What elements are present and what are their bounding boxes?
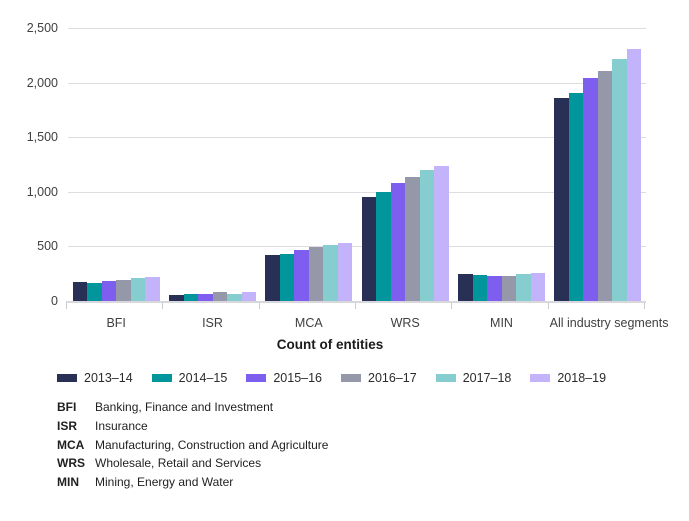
- legend-swatch-icon: [435, 374, 456, 382]
- legend-swatch-icon: [151, 374, 172, 382]
- bar-WRS-2015–16: [390, 182, 406, 301]
- x-category-label-WRS: WRS: [390, 316, 420, 330]
- bar-MCA-2014–15: [279, 253, 295, 301]
- legend-item-2016–17: 2016–17: [341, 371, 417, 385]
- x-axis-tick: [644, 303, 645, 309]
- bar-MIN-2013–14: [458, 274, 473, 301]
- bar-ISR-2017–18: [227, 293, 242, 301]
- bar-MIN-2014–15: [472, 274, 487, 301]
- legend-swatch-icon: [57, 374, 77, 382]
- bar-MIN-2017–18: [516, 274, 531, 301]
- legend-label: 2013–14: [84, 371, 133, 385]
- bar-ISR-2016–17: [212, 291, 227, 301]
- bar-MCA-2013–14: [265, 254, 280, 301]
- x-category-label-All-industry-segments: All industry segments: [549, 316, 669, 330]
- legend-item-2013–14: 2013–14: [57, 371, 133, 385]
- bar-WRS-2013–14: [361, 197, 377, 301]
- footnote-row-MIN: MIN Mining, Energy and Water: [57, 473, 328, 492]
- bar-ISR-2014–15: [183, 293, 198, 301]
- gridline-2,000: [68, 83, 646, 84]
- x-axis-tick: [548, 303, 549, 309]
- bar-WRS-2016–17: [405, 177, 420, 301]
- gridline-2,500: [68, 28, 646, 29]
- x-axis-tick: [451, 303, 452, 309]
- legend-item-2018–19: 2018–19: [530, 371, 606, 385]
- bar-BFI-2016–17: [116, 279, 131, 301]
- bar-WRS-2017–18: [419, 169, 435, 301]
- bar-MIN-2015–16: [487, 275, 502, 301]
- bar-MCA-2018–19: [337, 243, 353, 301]
- footnote-definition: Insurance: [95, 418, 148, 433]
- legend-label: 2017–18: [462, 371, 512, 385]
- x-category-label-ISR: ISR: [202, 316, 223, 330]
- footnote-row-ISR: ISR Insurance: [57, 417, 328, 436]
- y-axis-tick-label: 1,500: [26, 130, 58, 144]
- bar-MCA-2015–16: [294, 249, 309, 301]
- footnote-abbr: MIN: [57, 475, 79, 490]
- gridline-1,000: [68, 192, 646, 193]
- bar-MIN-2016–17: [501, 276, 516, 301]
- y-axis-tick-label: 500: [37, 239, 58, 253]
- bar-All-industry-segments-2014–15: [568, 93, 584, 301]
- bar-BFI-2017–18: [130, 277, 146, 301]
- x-category-label-MIN: MIN: [490, 316, 513, 330]
- bar-All-industry-segments-2015–16: [583, 77, 598, 301]
- bar-All-industry-segments-2013–14: [554, 97, 569, 301]
- bar-WRS-2018–19: [434, 165, 449, 301]
- legend-swatch-icon: [246, 374, 267, 382]
- gridline-1,500: [68, 137, 646, 138]
- bar-BFI-2014–15: [87, 282, 102, 301]
- bar-All-industry-segments-2017–18: [612, 59, 627, 301]
- x-axis-title: Count of entities: [276, 337, 384, 352]
- y-axis-tick-label: 1,000: [26, 185, 58, 199]
- footnote-abbr: ISR: [57, 418, 78, 433]
- y-axis-tick-label: 2,000: [26, 76, 58, 90]
- footnote-definition: Manufacturing, Construction and Agricult…: [95, 437, 329, 452]
- footnote-abbr: WRS: [57, 456, 85, 471]
- x-axis-tick: [259, 303, 260, 309]
- bar-ISR-2015–16: [198, 293, 213, 301]
- x-category-label-MCA: MCA: [294, 316, 323, 330]
- legend-item-2014–15: 2014–15: [151, 371, 228, 385]
- legend-label: 2014–15: [178, 371, 228, 385]
- bar-All-industry-segments-2018–19: [626, 48, 642, 301]
- abbreviation-footnotes: BFI Banking, Finance and Investment ISR Ins…: [57, 398, 328, 492]
- x-axis-tick: [162, 303, 163, 309]
- legend-label: 2018–19: [557, 371, 607, 385]
- footnote-row-WRS: WRS Wholesale, Retail and Services: [57, 454, 328, 473]
- legend-swatch-icon: [530, 374, 551, 382]
- legend-item-2015–16: 2015–16: [246, 371, 322, 385]
- x-axis-line: [66, 301, 646, 303]
- footnote-definition: Mining, Energy and Water: [95, 475, 234, 490]
- footnote-row-BFI: BFI Banking, Finance and Investment: [57, 398, 328, 417]
- x-axis-tick: [355, 303, 356, 309]
- bar-WRS-2014–15: [376, 191, 391, 301]
- bar-MCA-2016–17: [308, 247, 324, 301]
- footnote-definition: Banking, Finance and Investment: [95, 400, 274, 414]
- footnote-abbr: BFI: [57, 400, 77, 414]
- bar-BFI-2015–16: [101, 280, 117, 301]
- y-axis-tick-label: 0: [51, 294, 58, 308]
- bar-MCA-2017–18: [323, 245, 338, 301]
- bar-BFI-2018–19: [145, 276, 160, 301]
- bar-ISR-2013–14: [169, 294, 184, 301]
- chart-legend: 2013–14 2014–15 2015–16 2016–17 2017–18 2018–…: [57, 371, 606, 385]
- gridline-500: [68, 246, 646, 247]
- x-axis-tick: [66, 303, 67, 309]
- footnote-abbr: MCA: [57, 437, 85, 452]
- y-axis-tick-label: 2,500: [26, 21, 58, 35]
- bar-MIN-2018–19: [530, 272, 545, 301]
- bar-BFI-2013–14: [72, 282, 88, 301]
- footnote-row-MCA: MCA Manufacturing, Construction and Agric…: [57, 436, 328, 455]
- legend-label: 2015–16: [273, 371, 323, 385]
- bar-All-industry-segments-2016–17: [597, 70, 613, 301]
- footnote-definition: Wholesale, Retail and Services: [95, 456, 262, 471]
- legend-swatch-icon: [341, 374, 362, 382]
- legend-item-2017–18: 2017–18: [435, 371, 512, 385]
- bar-ISR-2018–19: [241, 292, 256, 301]
- x-category-label-BFI: BFI: [106, 316, 126, 330]
- legend-label: 2016–17: [368, 371, 417, 385]
